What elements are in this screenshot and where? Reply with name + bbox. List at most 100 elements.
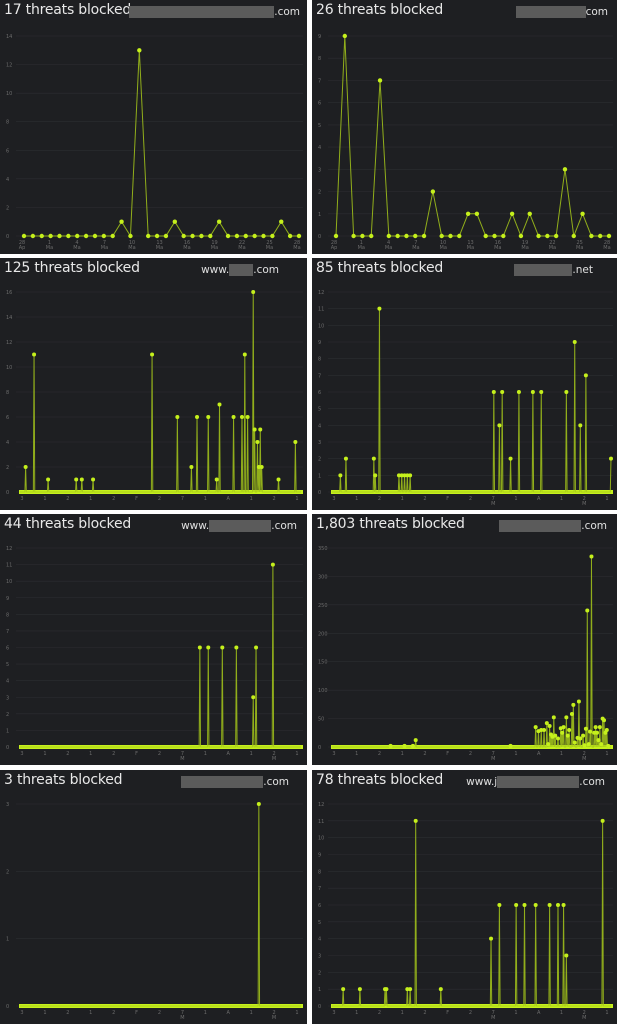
chart-panel: 26 threats blocked com 0 1 2 3 4 5 6 7 8 9 28 Ap 1 Ma 4 M…: [312, 0, 617, 254]
svg-text:2: 2: [378, 751, 381, 757]
svg-text:7: 7: [103, 240, 106, 246]
svg-text:3: 3: [318, 954, 321, 960]
threat-line-chart: 0246810121428Ap1Ma4Ma7Ma10Ma13Ma16Ma19Ma…: [6, 34, 303, 251]
svg-text:5: 5: [6, 662, 9, 668]
svg-text:2: 2: [469, 751, 472, 757]
chart-panel: 85 threats blocked .net 0 1 2 3 4 5 6 7 8 9 10 11 12 3 1…: [312, 258, 617, 510]
svg-text:3: 3: [20, 1010, 23, 1016]
domain-suffix: .com: [271, 520, 297, 532]
site-domain: .net: [514, 264, 593, 276]
svg-text:F: F: [135, 751, 138, 757]
svg-text:M: M: [180, 1015, 184, 1021]
panel-title: 1,803 threats blocked: [316, 516, 465, 532]
redacted-domain-block: [209, 520, 272, 532]
svg-text:1: 1: [43, 496, 46, 502]
series-line: [332, 556, 611, 749]
svg-text:6: 6: [6, 415, 9, 421]
svg-text:1: 1: [514, 496, 517, 502]
svg-text:4: 4: [6, 679, 9, 685]
svg-text:6: 6: [6, 148, 9, 154]
svg-text:Ma: Ma: [101, 245, 108, 251]
svg-text:350: 350: [318, 546, 328, 552]
svg-text:1: 1: [355, 1010, 358, 1016]
svg-text:4: 4: [318, 145, 321, 151]
svg-text:150: 150: [318, 660, 328, 666]
svg-text:28: 28: [294, 240, 300, 246]
svg-text:F: F: [135, 496, 138, 502]
series-line: [20, 564, 301, 748]
svg-text:10: 10: [6, 579, 12, 585]
series-line: [332, 308, 612, 493]
svg-text:10: 10: [129, 240, 135, 246]
svg-text:7: 7: [492, 1010, 495, 1016]
svg-text:1: 1: [204, 751, 207, 757]
svg-text:7: 7: [492, 751, 495, 757]
svg-text:1: 1: [401, 1010, 404, 1016]
svg-text:M: M: [491, 756, 495, 762]
svg-text:8: 8: [6, 120, 9, 126]
svg-text:M: M: [491, 501, 495, 507]
domain-suffix: .com: [274, 6, 300, 18]
panel-title: 17 threats blocked: [4, 2, 132, 18]
svg-text:8: 8: [6, 612, 9, 618]
svg-text:2: 2: [6, 712, 9, 718]
svg-text:2: 2: [158, 1010, 161, 1016]
svg-text:0: 0: [6, 234, 9, 240]
svg-text:Ma: Ma: [73, 245, 80, 251]
svg-text:2: 2: [272, 496, 275, 502]
svg-text:28: 28: [331, 240, 337, 246]
svg-text:9: 9: [318, 340, 321, 346]
svg-text:1: 1: [514, 751, 517, 757]
svg-text:2: 2: [378, 496, 381, 502]
site-domain: www.j .com: [466, 776, 605, 788]
svg-text:12: 12: [318, 290, 324, 296]
svg-text:22: 22: [239, 240, 245, 246]
svg-text:1: 1: [250, 496, 253, 502]
panel-title: 3 threats blocked: [4, 772, 123, 788]
svg-text:4: 4: [6, 440, 9, 446]
series-line: [335, 35, 609, 238]
svg-text:A: A: [227, 1010, 231, 1016]
svg-text:7: 7: [492, 496, 495, 502]
svg-text:25: 25: [577, 240, 583, 246]
svg-text:3: 3: [332, 496, 335, 502]
svg-text:19: 19: [211, 240, 217, 246]
svg-text:7: 7: [6, 629, 9, 635]
svg-text:2: 2: [583, 496, 586, 502]
svg-text:Ma: Ma: [412, 245, 419, 251]
svg-text:2: 2: [6, 465, 9, 471]
svg-text:Ma: Ma: [293, 245, 300, 251]
svg-text:F: F: [446, 496, 449, 502]
svg-text:4: 4: [318, 937, 321, 943]
svg-text:2: 2: [423, 496, 426, 502]
svg-text:7: 7: [181, 496, 184, 502]
svg-text:7: 7: [318, 373, 321, 379]
svg-text:2: 2: [6, 869, 9, 875]
svg-text:6: 6: [318, 390, 321, 396]
svg-text:1: 1: [560, 1010, 563, 1016]
svg-text:2: 2: [66, 1010, 69, 1016]
svg-text:1: 1: [250, 1010, 253, 1016]
svg-text:5: 5: [318, 407, 321, 413]
series-line: [24, 50, 299, 238]
svg-text:10: 10: [318, 323, 324, 329]
svg-text:Ma: Ma: [46, 245, 53, 251]
svg-text:2: 2: [583, 1010, 586, 1016]
svg-text:1: 1: [6, 728, 9, 734]
svg-text:12: 12: [318, 802, 324, 808]
svg-text:2: 2: [112, 496, 115, 502]
svg-text:M: M: [180, 756, 184, 762]
svg-text:M: M: [491, 1015, 495, 1021]
svg-text:6: 6: [318, 101, 321, 107]
svg-text:1: 1: [204, 496, 207, 502]
svg-text:Ma: Ma: [211, 245, 218, 251]
svg-text:1: 1: [48, 240, 51, 246]
svg-text:7: 7: [181, 1010, 184, 1016]
domain-prefix: www.j: [466, 776, 498, 788]
svg-text:14: 14: [6, 315, 12, 321]
svg-text:3: 3: [20, 751, 23, 757]
series-line: [332, 820, 611, 1007]
